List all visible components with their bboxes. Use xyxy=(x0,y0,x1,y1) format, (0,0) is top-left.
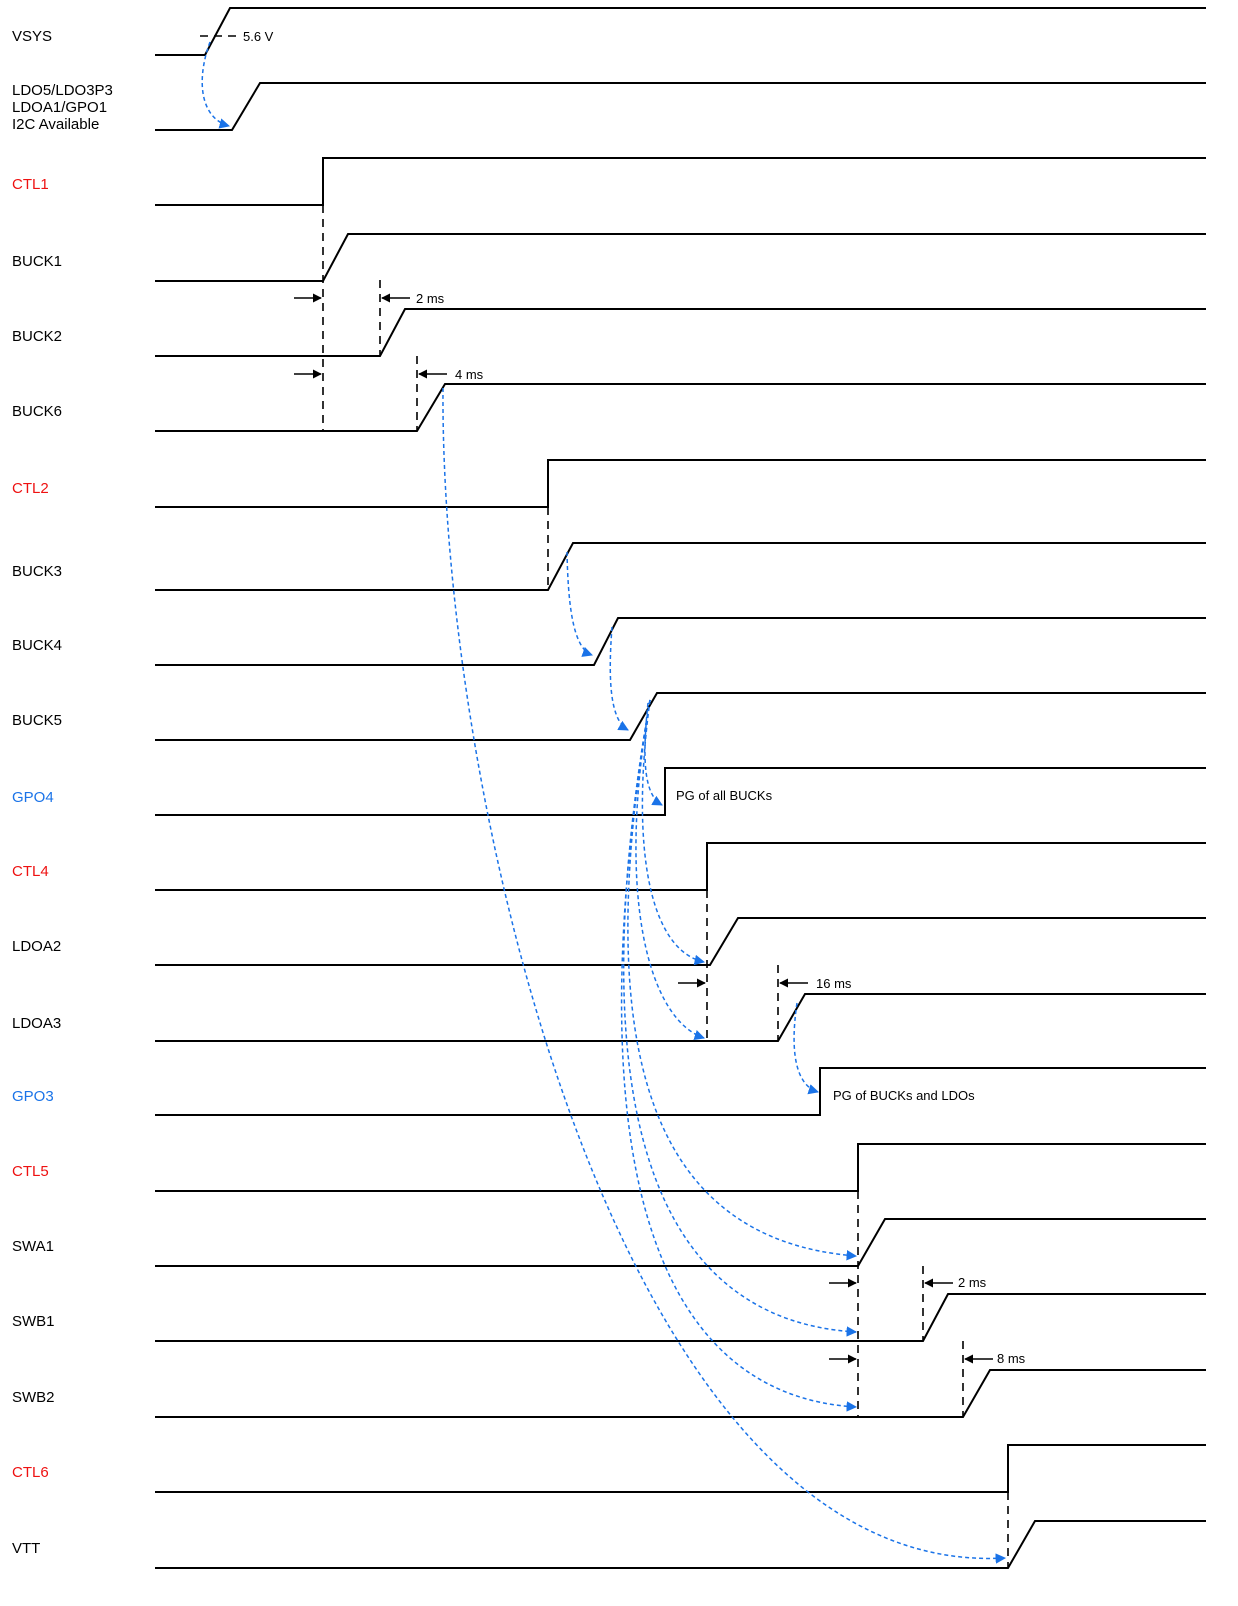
wave-buck1 xyxy=(155,233,1206,282)
signal-label-ldoa2: LDOA2 xyxy=(12,938,61,955)
signal-label-line: CTL4 xyxy=(12,863,49,880)
wave-buck6 xyxy=(155,383,1206,432)
signal-label-ctl5: CTL5 xyxy=(12,1163,49,1180)
wave-ctl4 xyxy=(155,842,1206,891)
wave-ctl6 xyxy=(155,1444,1206,1493)
signal-label-line: LDOA1/GPO1 xyxy=(12,99,108,116)
signal-label-line: SWA1 xyxy=(12,1238,54,1255)
signal-label-buck5: BUCK5 xyxy=(12,712,62,729)
signal-label-buck6: BUCK6 xyxy=(12,403,62,420)
swb1-delay-label: 2 ms xyxy=(958,1275,987,1290)
signal-label-line: BUCK2 xyxy=(12,328,63,345)
signal-label-ctl4: CTL4 xyxy=(12,863,49,880)
dependency-arrow xyxy=(201,41,231,129)
dependency-arrow xyxy=(566,551,593,657)
signal-label-line: BUCK4 xyxy=(12,637,63,654)
wave-buck5 xyxy=(155,692,1206,741)
annotation-texts: 5.6 V 2 ms 4 ms PG of all BUCKs 16 ms PG… xyxy=(243,29,1026,1366)
wave-ldo5-ldoa1-gpo1 xyxy=(155,82,1206,131)
buck2-delay-label: 2 ms xyxy=(416,291,445,306)
signal-label-vsys: VSYS xyxy=(12,28,52,45)
signal-label-line: CTL5 xyxy=(12,1163,49,1180)
ldoa3-delay-label: 16 ms xyxy=(816,976,852,991)
wave-swb1 xyxy=(155,1293,1206,1342)
wave-gpo3 xyxy=(155,1067,1206,1116)
dependency-arrow xyxy=(793,1002,820,1095)
wave-ldoa3 xyxy=(155,993,1206,1042)
signal-label-line: LDO5/LDO3P3 xyxy=(12,82,113,99)
buck6-delay-label: 4 ms xyxy=(455,367,484,382)
signal-label-swb1: SWB1 xyxy=(12,1313,55,1330)
signal-label-line: CTL1 xyxy=(12,176,49,193)
delay-arrows xyxy=(294,293,993,1364)
wave-vtt xyxy=(155,1520,1206,1569)
signal-label-line: VSYS xyxy=(12,28,53,45)
wave-ctl2 xyxy=(155,459,1206,508)
signal-label-line: SWB2 xyxy=(12,1389,55,1406)
signal-label-line: LDOA2 xyxy=(12,938,62,955)
signal-label-line: BUCK5 xyxy=(12,712,63,729)
signal-label-line: BUCK6 xyxy=(12,403,63,420)
dependency-arrows xyxy=(201,41,1007,1564)
signal-label-line: LDOA3 xyxy=(12,1015,62,1032)
swb2-delay-label: 8 ms xyxy=(997,1351,1026,1366)
dependency-arrow xyxy=(635,699,705,1040)
wave-buck4 xyxy=(155,617,1206,666)
signal-label-swa1: SWA1 xyxy=(12,1238,54,1255)
signal-label-swb2: SWB2 xyxy=(12,1389,55,1406)
dependency-arrow xyxy=(644,702,663,806)
signal-label-ldo5: LDO5/LDO3P3 LDOA1/GPO1 I2C Available xyxy=(12,82,113,133)
gpo4-note-label: PG of all BUCKs xyxy=(676,788,773,803)
signal-label-vtt: VTT xyxy=(12,1540,40,1557)
signal-label-buck3: BUCK3 xyxy=(12,563,62,580)
dependency-arrow xyxy=(609,626,629,731)
wave-ldoa2 xyxy=(155,917,1206,966)
signal-label-ctl6: CTL6 xyxy=(12,1464,49,1481)
vsys-threshold-label: 5.6 V xyxy=(243,29,274,44)
signal-label-gpo4: GPO4 xyxy=(12,789,54,806)
wave-buck3 xyxy=(155,542,1206,591)
wave-swa1 xyxy=(155,1218,1206,1267)
gpo3-note-label: PG of BUCKs and LDOs xyxy=(833,1088,975,1103)
dependency-arrow xyxy=(442,387,1007,1564)
signal-label-ldoa3: LDOA3 xyxy=(12,1015,61,1032)
signal-label-line: BUCK3 xyxy=(12,563,63,580)
wave-buck2 xyxy=(155,308,1206,357)
dependency-arrow xyxy=(620,699,858,1412)
signal-label-line: BUCK1 xyxy=(12,253,63,270)
signal-label-buck4: BUCK4 xyxy=(12,637,62,654)
signal-label-buck1: BUCK1 xyxy=(12,253,62,270)
signal-label-line: CTL6 xyxy=(12,1464,49,1481)
signal-label-line: VTT xyxy=(12,1540,41,1557)
signal-label-ctl1: CTL1 xyxy=(12,176,49,193)
signal-label-line: I2C Available xyxy=(12,116,100,133)
wave-swb2 xyxy=(155,1369,1206,1418)
signal-label-line: SWB1 xyxy=(12,1313,55,1330)
wave-ctl1 xyxy=(155,157,1206,206)
wave-ctl5 xyxy=(155,1143,1206,1192)
signal-label-gpo3: GPO3 xyxy=(12,1088,54,1105)
signal-label-line: CTL2 xyxy=(12,480,49,497)
reference-lines xyxy=(200,35,1009,1568)
dependency-arrow xyxy=(627,699,858,1261)
signal-label-buck2: BUCK2 xyxy=(12,328,62,345)
wave-gpo4 xyxy=(155,767,1206,816)
dependency-arrow xyxy=(641,699,706,966)
wave-vsys xyxy=(155,7,1206,56)
signal-label-ctl2: CTL2 xyxy=(12,480,49,497)
signal-label-line: GPO3 xyxy=(12,1088,54,1105)
signal-label-line: GPO4 xyxy=(12,789,54,806)
waveforms xyxy=(155,7,1206,1569)
